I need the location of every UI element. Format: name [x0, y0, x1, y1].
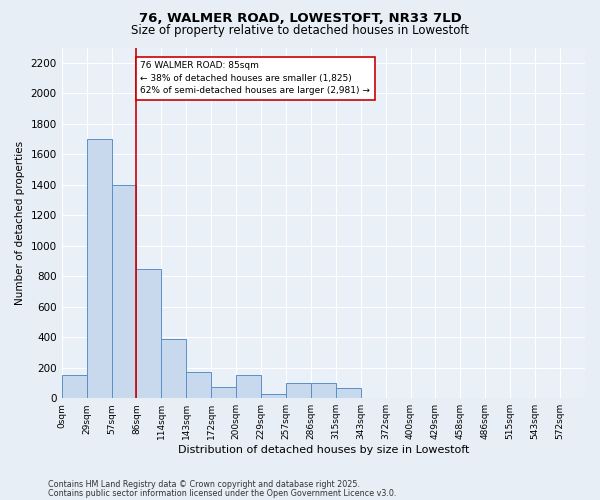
Bar [336, 388, 361, 398]
X-axis label: Distribution of detached houses by size in Lowestoft: Distribution of detached houses by size … [178, 445, 469, 455]
Bar [112, 184, 136, 398]
Text: 76, WALMER ROAD, LOWESTOFT, NR33 7LD: 76, WALMER ROAD, LOWESTOFT, NR33 7LD [139, 12, 461, 26]
Bar [62, 376, 86, 398]
Bar [186, 372, 211, 398]
Bar [311, 383, 336, 398]
Text: Contains public sector information licensed under the Open Government Licence v3: Contains public sector information licen… [48, 488, 397, 498]
Bar [261, 394, 286, 398]
Bar [236, 374, 261, 398]
Text: Contains HM Land Registry data © Crown copyright and database right 2025.: Contains HM Land Registry data © Crown c… [48, 480, 360, 489]
Bar [161, 338, 186, 398]
Y-axis label: Number of detached properties: Number of detached properties [15, 141, 25, 305]
Bar [86, 139, 112, 398]
Text: 76 WALMER ROAD: 85sqm
← 38% of detached houses are smaller (1,825)
62% of semi-d: 76 WALMER ROAD: 85sqm ← 38% of detached … [140, 61, 370, 95]
Text: Size of property relative to detached houses in Lowestoft: Size of property relative to detached ho… [131, 24, 469, 37]
Bar [136, 268, 161, 398]
Bar [286, 383, 311, 398]
Bar [211, 387, 236, 398]
